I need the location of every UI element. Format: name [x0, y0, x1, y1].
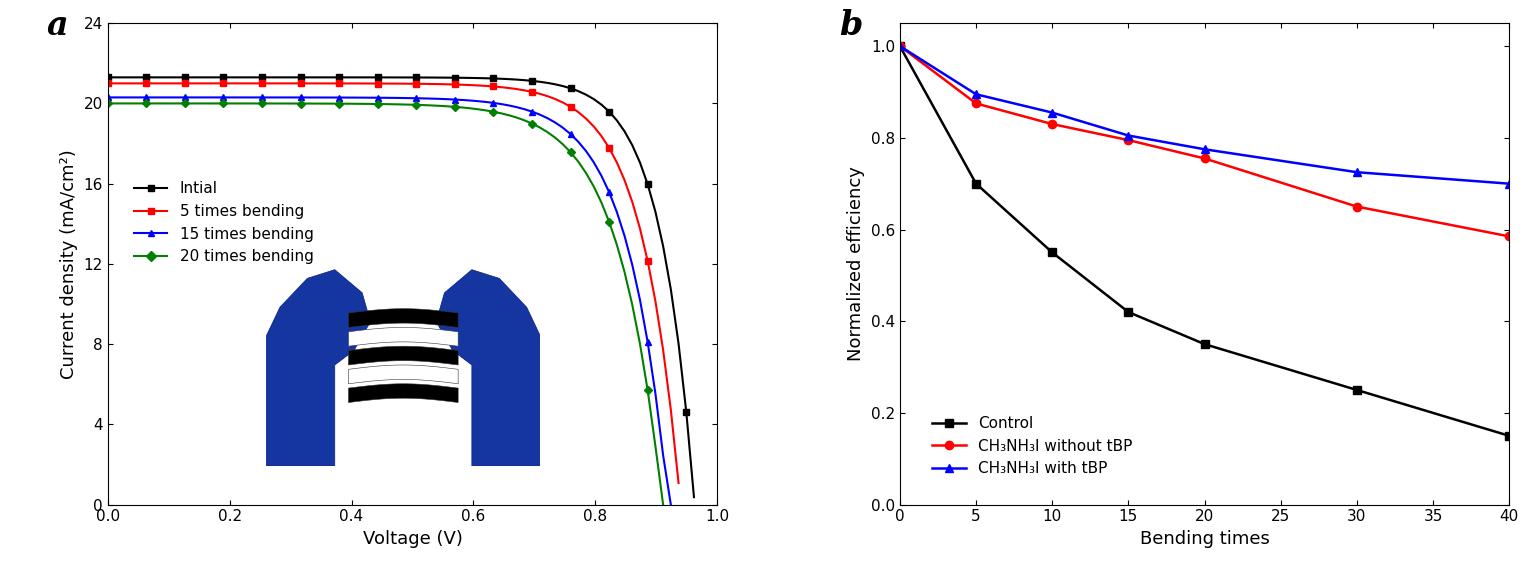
Intial	[685, 494, 704, 501]
CH₃NH₃I with tBP	[1500, 180, 1518, 187]
CH₃NH₃I with tBP	[1043, 109, 1061, 116]
20 times bending	[376, 101, 394, 108]
20 times bending	[601, 218, 619, 225]
Line: CH₃NH₃I without tBP: CH₃NH₃I without tBP	[896, 42, 1514, 241]
15 times bending	[214, 94, 233, 101]
20 times bending	[654, 501, 673, 508]
5 times bending	[570, 108, 588, 115]
CH₃NH₃I without tBP	[1120, 137, 1138, 144]
X-axis label: Bending times: Bending times	[1140, 530, 1269, 548]
Y-axis label: Normalized efficiency: Normalized efficiency	[847, 166, 865, 361]
Control	[1043, 249, 1061, 256]
Control	[967, 180, 986, 187]
CH₃NH₃I with tBP	[1120, 132, 1138, 139]
5 times bending	[99, 80, 117, 87]
Intial	[337, 74, 356, 81]
15 times bending	[99, 94, 117, 101]
Intial	[99, 74, 117, 81]
Control	[1195, 340, 1214, 347]
15 times bending	[222, 94, 240, 101]
20 times bending	[99, 100, 117, 107]
20 times bending	[283, 100, 302, 107]
5 times bending	[670, 480, 688, 487]
15 times bending	[414, 95, 433, 102]
CH₃NH₃I without tBP	[967, 100, 986, 107]
Intial	[299, 74, 317, 81]
20 times bending	[578, 169, 596, 176]
15 times bending	[407, 95, 425, 102]
CH₃NH₃I without tBP	[1195, 155, 1214, 162]
Legend: Intial, 5 times bending, 15 times bending, 20 times bending: Intial, 5 times bending, 15 times bendin…	[128, 175, 320, 270]
Line: 5 times bending: 5 times bending	[105, 80, 682, 486]
5 times bending	[545, 96, 564, 103]
5 times bending	[530, 90, 548, 97]
Line: Intial: Intial	[105, 74, 698, 501]
CH₃NH₃I without tBP	[890, 43, 909, 50]
CH₃NH₃I without tBP	[1500, 233, 1518, 240]
Intial	[291, 74, 310, 81]
15 times bending	[662, 501, 681, 508]
CH₃NH₃I without tBP	[1043, 121, 1061, 128]
Line: 20 times bending: 20 times bending	[105, 100, 667, 507]
CH₃NH₃I with tBP	[1195, 146, 1214, 153]
CH₃NH₃I with tBP	[1348, 169, 1366, 176]
20 times bending	[222, 100, 240, 107]
Line: 15 times bending: 15 times bending	[105, 95, 675, 508]
Y-axis label: Current density (mA/cm²): Current density (mA/cm²)	[60, 149, 79, 379]
Control	[1348, 386, 1366, 393]
Line: CH₃NH₃I with tBP: CH₃NH₃I with tBP	[896, 42, 1514, 188]
Control	[1500, 432, 1518, 439]
15 times bending	[608, 208, 627, 215]
X-axis label: Voltage (V): Voltage (V)	[362, 530, 462, 548]
Intial	[422, 74, 440, 81]
Text: a: a	[46, 9, 68, 42]
5 times bending	[145, 80, 163, 87]
15 times bending	[283, 94, 302, 101]
5 times bending	[608, 159, 627, 166]
Control	[890, 43, 909, 50]
Legend: Control, CH₃NH₃I without tBP, CH₃NH₃I with tBP: Control, CH₃NH₃I without tBP, CH₃NH₃I wi…	[926, 410, 1138, 483]
20 times bending	[561, 148, 579, 155]
Line: Control: Control	[896, 42, 1514, 440]
Intial	[353, 74, 371, 81]
CH₃NH₃I without tBP	[1348, 203, 1366, 210]
Text: b: b	[839, 9, 862, 42]
5 times bending	[553, 99, 571, 106]
CH₃NH₃I with tBP	[890, 43, 909, 50]
Control	[1120, 309, 1138, 316]
CH₃NH₃I with tBP	[967, 91, 986, 98]
Intial	[214, 74, 233, 81]
